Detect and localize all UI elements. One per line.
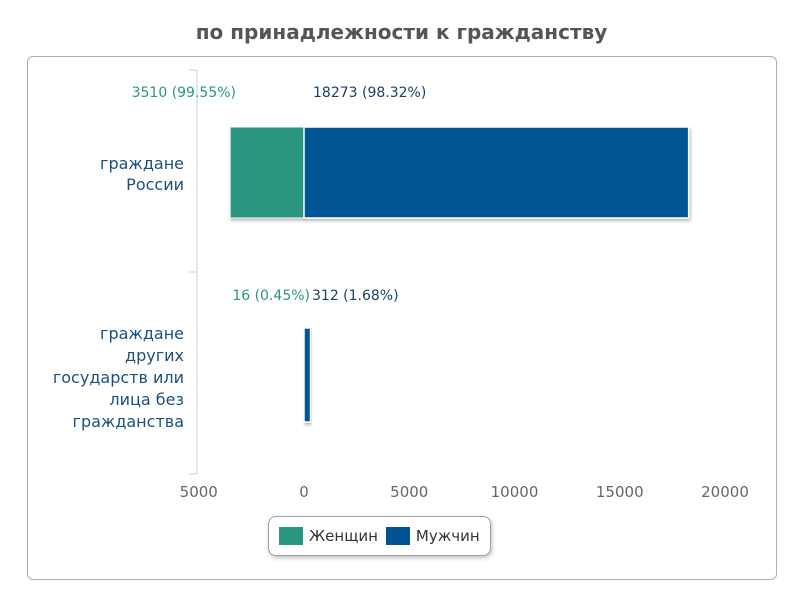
category-label-1-0: граждане [100,324,184,343]
x-tick-label-1: 0 [299,483,309,501]
data-label-men-0: 18273 (98.32%) [313,85,426,101]
x-tick-label-3: 10000 [491,483,539,501]
data-label-women-0: 3510 (99.55%) [132,85,236,101]
bar-men-1 [303,327,312,423]
category-label-1-2: государств или [53,368,184,387]
chart-legend[interactable]: Женщин Мужчин [268,516,491,556]
legend-item-women[interactable]: Женщин [279,527,378,545]
data-label-men-1: 312 (1.68%) [312,288,399,304]
category-label-1-1: других [125,346,184,365]
category-label-1-4: гражданства [73,412,184,431]
category-label-0-1: России [126,175,184,194]
category-label-1-3: лица без [109,390,184,409]
x-tick-label-0: 5000 [180,483,218,501]
legend-label-men: Мужчин [415,527,480,545]
chart-title: по принадлежности к гражданству [195,20,608,44]
bar-men-0 [303,126,690,219]
x-tick-label-4: 15000 [596,483,644,501]
category-label-0-0: граждане [100,154,184,173]
x-tick-label-2: 5000 [390,483,428,501]
legend-label-women: Женщин [309,527,378,545]
bar-women-0 [229,126,305,219]
x-tick-label-5: 20000 [701,483,749,501]
legend-swatch-women [279,527,303,545]
legend-item-men[interactable]: Мужчин [385,527,480,545]
legend-swatch-men [385,527,410,545]
data-label-women-1: 16 (0.45%) [232,288,310,304]
